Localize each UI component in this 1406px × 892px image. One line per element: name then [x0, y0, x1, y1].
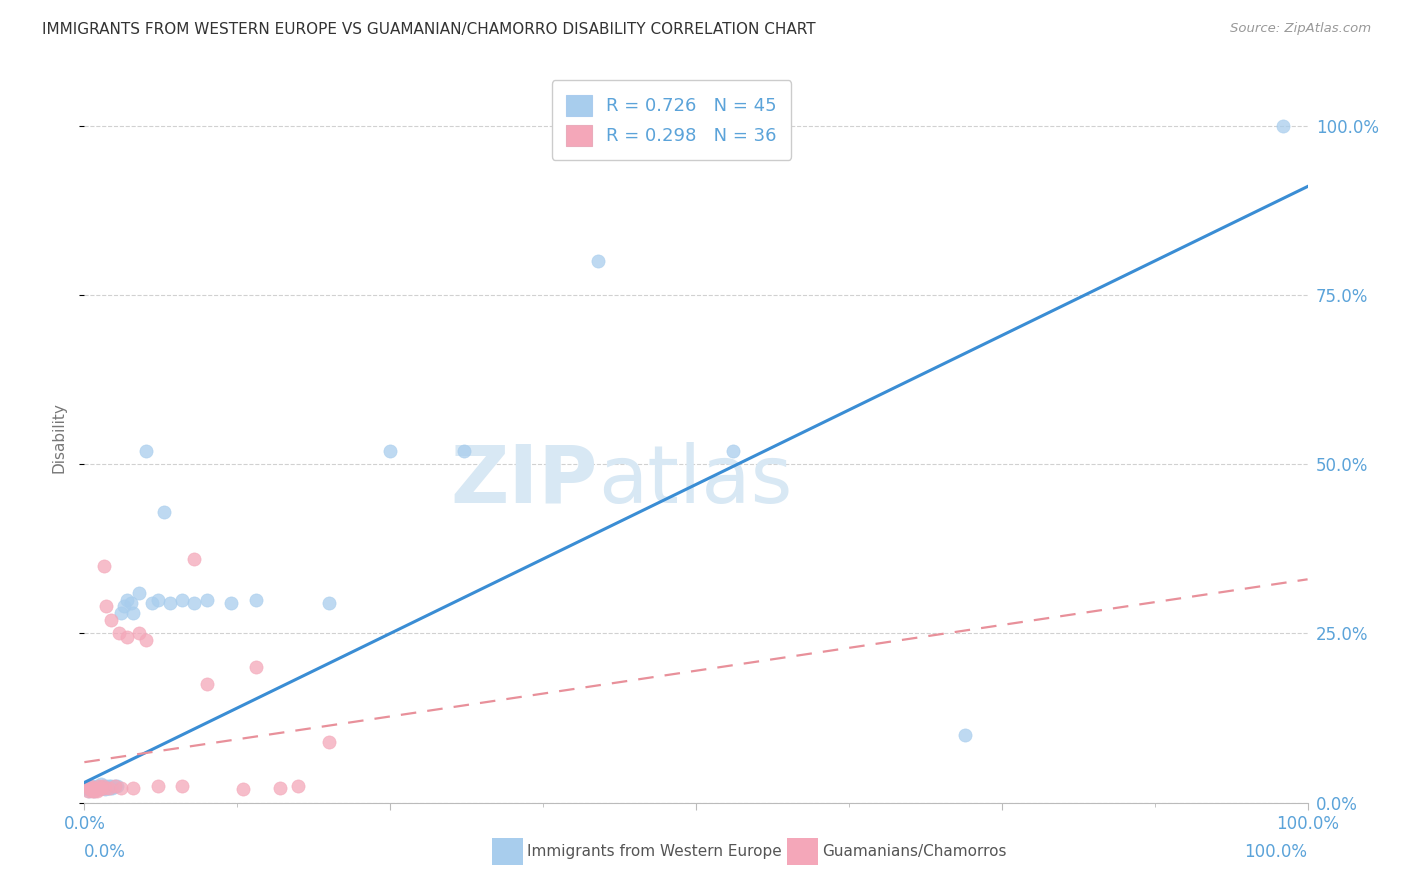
Point — [93, 780, 115, 795]
Point — [172, 779, 194, 793]
Point — [183, 596, 205, 610]
Point — [219, 596, 242, 610]
Point — [96, 599, 118, 614]
Point — [91, 779, 114, 793]
Text: Guamanians/Chamorros: Guamanians/Chamorros — [823, 845, 1007, 859]
Point — [721, 443, 744, 458]
Point — [83, 780, 105, 795]
Point — [107, 626, 129, 640]
Point — [183, 552, 205, 566]
Point — [159, 596, 181, 610]
Point — [104, 779, 127, 793]
Point — [83, 783, 105, 797]
Point — [122, 780, 145, 795]
Point — [120, 596, 142, 610]
Point — [269, 780, 291, 795]
Point — [87, 779, 110, 793]
Text: Source: ZipAtlas.com: Source: ZipAtlas.com — [1230, 22, 1371, 36]
Point — [87, 782, 110, 797]
Point — [87, 780, 110, 795]
Point — [1272, 119, 1295, 133]
Point — [195, 592, 218, 607]
Point — [110, 780, 132, 795]
Point — [77, 783, 100, 797]
Point — [82, 782, 104, 797]
Point — [98, 780, 121, 795]
Point — [453, 443, 475, 458]
Point — [146, 779, 169, 793]
Point — [287, 779, 309, 793]
Point — [110, 606, 132, 620]
Text: 0.0%: 0.0% — [84, 843, 127, 861]
Point — [80, 779, 103, 793]
Point — [380, 443, 402, 458]
Text: IMMIGRANTS FROM WESTERN EUROPE VS GUAMANIAN/CHAMORRO DISABILITY CORRELATION CHAR: IMMIGRANTS FROM WESTERN EUROPE VS GUAMAN… — [42, 22, 815, 37]
Point — [232, 782, 254, 797]
Point — [245, 592, 267, 607]
Text: ZIP: ZIP — [451, 442, 598, 520]
Legend: R = 0.726   N = 45, R = 0.298   N = 36: R = 0.726 N = 45, R = 0.298 N = 36 — [553, 80, 792, 160]
Text: Immigrants from Western Europe: Immigrants from Western Europe — [527, 845, 782, 859]
Point — [94, 782, 117, 797]
Point — [146, 592, 169, 607]
Y-axis label: Disability: Disability — [51, 401, 66, 473]
Point — [86, 783, 108, 797]
Point — [89, 780, 111, 795]
Point — [80, 783, 103, 797]
Point — [79, 780, 101, 795]
Text: 100.0%: 100.0% — [1244, 843, 1308, 861]
Point — [135, 633, 157, 648]
Point — [195, 677, 218, 691]
Point — [318, 735, 340, 749]
Point — [100, 613, 122, 627]
Point — [91, 779, 114, 793]
Point — [82, 780, 104, 795]
Point — [86, 779, 108, 793]
Point — [245, 660, 267, 674]
Point — [94, 780, 117, 795]
Point — [79, 782, 101, 797]
Point — [93, 558, 115, 573]
Point — [77, 782, 100, 797]
Point — [84, 782, 107, 797]
Point — [172, 592, 194, 607]
Point — [89, 782, 111, 797]
Point — [141, 596, 163, 610]
Point — [79, 779, 101, 793]
Point — [84, 780, 107, 795]
Point — [135, 443, 157, 458]
Point — [101, 780, 124, 795]
Point — [77, 780, 100, 795]
Point — [115, 630, 138, 644]
Point — [90, 780, 112, 795]
Point — [318, 596, 340, 610]
Point — [122, 606, 145, 620]
Point — [105, 779, 128, 793]
Point — [953, 728, 976, 742]
Point — [96, 779, 118, 793]
Point — [97, 780, 120, 795]
Point — [153, 505, 176, 519]
Point — [128, 626, 150, 640]
Point — [128, 586, 150, 600]
Point — [83, 783, 105, 797]
Point — [90, 777, 112, 791]
Point — [77, 783, 100, 797]
Point — [115, 592, 138, 607]
Point — [586, 254, 609, 268]
Point — [97, 779, 120, 793]
Point — [104, 779, 127, 793]
Point — [97, 780, 120, 795]
Point — [100, 779, 122, 793]
Text: atlas: atlas — [598, 442, 793, 520]
Point — [112, 599, 135, 614]
